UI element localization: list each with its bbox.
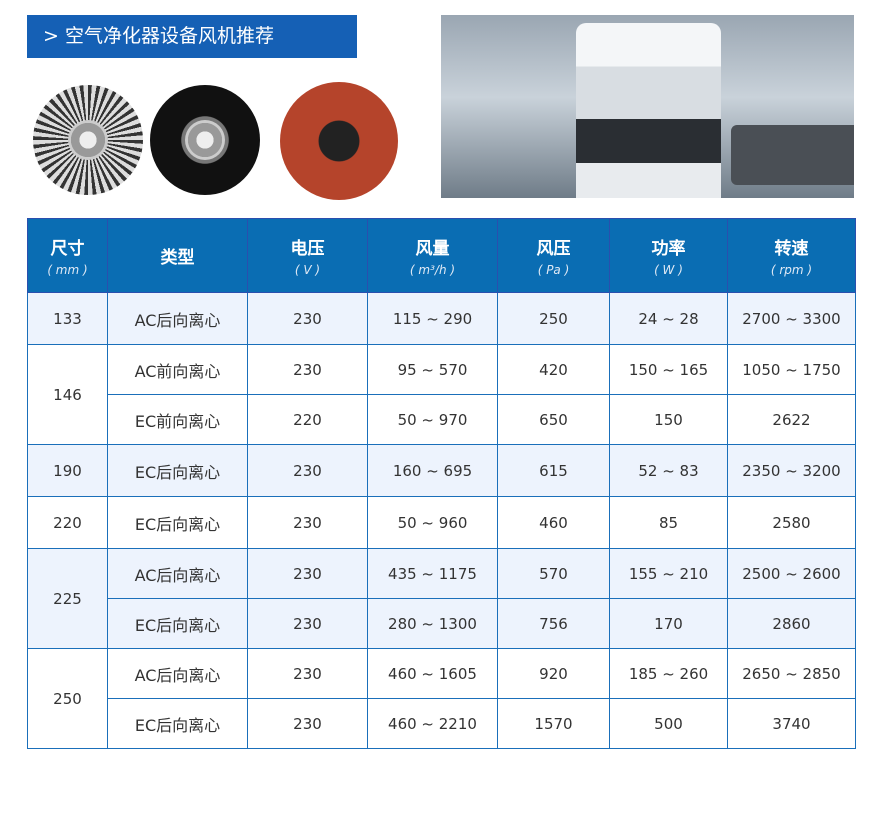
table-cell: 230	[247, 648, 368, 699]
table-row: 250 AC后向离心 230 460 ~ 1605 920 185 ~ 260 2650 ~…	[27, 648, 856, 749]
table-cell: 160 ~ 695	[367, 444, 498, 497]
table-cell: EC后向离心	[107, 598, 248, 649]
table-cell: 435 ~ 1175	[367, 548, 498, 599]
table-row: 190 EC后向离心 230 160 ~ 695 615 52 ~ 83 2350 ~ 32…	[27, 444, 856, 497]
table-row: EC前向离心 220 50 ~ 970 650 150 2622	[28, 394, 856, 445]
table-cell: 150	[609, 394, 728, 445]
table-cell: 230	[247, 548, 368, 599]
table-cell: 230	[247, 292, 368, 345]
backward-centrifugal-fan-image	[150, 85, 260, 195]
table-cell: 500	[609, 698, 728, 749]
table-cell: 2700 ~ 3300	[727, 292, 856, 345]
table-cell: 230	[247, 444, 368, 497]
table-cell: 570	[497, 548, 610, 599]
table-cell: EC后向离心	[107, 698, 248, 749]
table-row: 220 EC后向离心 230 50 ~ 960 460 85 2580	[27, 496, 856, 549]
section-title-banner: > 空气净化器设备风机推荐	[27, 15, 357, 58]
table-cell: EC后向离心	[107, 496, 248, 549]
table-cell: 420	[497, 344, 610, 395]
table-cell: 155 ~ 210	[609, 548, 728, 599]
table-cell: 615	[497, 444, 610, 497]
table-cell: 230	[247, 598, 368, 649]
table-cell: 2500 ~ 2600	[727, 548, 856, 599]
header-label: 风量	[415, 239, 450, 259]
table-cell: 2580	[727, 496, 856, 549]
table-row: EC后向离心 230 460 ~ 2210 1570 500 3740	[28, 698, 856, 749]
table-cell: 2622	[727, 394, 856, 445]
header-unit: ( W )	[654, 263, 683, 277]
column-header: 功率 ( W )	[609, 218, 728, 293]
table-cell: 52 ~ 83	[609, 444, 728, 497]
table-cell: 170	[609, 598, 728, 649]
table-cell: 460 ~ 1605	[367, 648, 498, 699]
header-unit: ( m³/h )	[409, 263, 456, 277]
header-unit: ( rpm )	[770, 263, 813, 277]
column-header: 风压 ( Pa )	[497, 218, 610, 293]
header-label: 功率	[651, 239, 686, 259]
header-unit: ( Pa )	[537, 263, 570, 277]
column-header: 尺寸 ( mm )	[27, 218, 108, 293]
table-cell: 2860	[727, 598, 856, 649]
table-cell: 85	[609, 496, 728, 549]
header-unit: ( V )	[294, 263, 321, 277]
table-cell: 24 ~ 28	[609, 292, 728, 345]
table-cell: 115 ~ 290	[367, 292, 498, 345]
table-cell: 1050 ~ 1750	[727, 344, 856, 395]
table-cell: 95 ~ 570	[367, 344, 498, 395]
table-cell: 756	[497, 598, 610, 649]
header-label: 转速	[774, 239, 809, 259]
size-cell: 250	[27, 648, 108, 749]
forward-centrifugal-fan-image	[33, 85, 143, 195]
table-row: 146 AC前向离心 230 95 ~ 570 420 150 ~ 165 1050 ~ 1…	[27, 344, 856, 445]
table-cell: AC后向离心	[107, 548, 248, 599]
header-unit: ( mm )	[47, 263, 88, 277]
table-row: 133 AC后向离心 230 115 ~ 290 250 24 ~ 28 2700 ~ 33…	[27, 292, 856, 345]
table-cell: 230	[247, 496, 368, 549]
table-cell: AC后向离心	[107, 648, 248, 699]
table-cell: 920	[497, 648, 610, 699]
table-cell: 3740	[727, 698, 856, 749]
table-cell: 50 ~ 960	[367, 496, 498, 549]
size-cell: 133	[27, 292, 108, 345]
header-label: 类型	[160, 248, 195, 268]
table-cell: 280 ~ 1300	[367, 598, 498, 649]
size-cell: 225	[27, 548, 108, 649]
column-header: 电压 ( V )	[247, 218, 368, 293]
fan-spec-table: 尺寸 ( mm ) 类型 电压 ( V ) 风量 ( m³/h ) 风压 ( Pa ) 功率 ( W…	[27, 218, 856, 749]
header-label: 尺寸	[50, 239, 85, 259]
size-cell: 190	[27, 444, 108, 497]
air-purifier-photo	[441, 15, 854, 198]
table-cell: 2350 ~ 3200	[727, 444, 856, 497]
table-cell: 220	[247, 394, 368, 445]
table-cell: 2650 ~ 2850	[727, 648, 856, 699]
table-cell: 250	[497, 292, 610, 345]
column-header: 类型	[107, 218, 248, 293]
table-cell: 460	[497, 496, 610, 549]
size-cell: 146	[27, 344, 108, 445]
header-label: 电压	[290, 239, 325, 259]
ec-centrifugal-fan-image	[280, 82, 398, 200]
table-cell: 1570	[497, 698, 610, 749]
table-cell: 50 ~ 970	[367, 394, 498, 445]
table-cell: AC前向离心	[107, 344, 248, 395]
table-row: 225 AC后向离心 230 435 ~ 1175 570 155 ~ 210 2500 ~…	[27, 548, 856, 649]
table-row: EC后向离心 230 280 ~ 1300 756 170 2860	[28, 598, 856, 649]
table-cell: 230	[247, 344, 368, 395]
header-label: 风压	[536, 239, 571, 259]
table-cell: 185 ~ 260	[609, 648, 728, 699]
table-cell: 460 ~ 2210	[367, 698, 498, 749]
table-cell: 150 ~ 165	[609, 344, 728, 395]
table-cell: EC前向离心	[107, 394, 248, 445]
table-cell: 230	[247, 698, 368, 749]
table-cell: EC后向离心	[107, 444, 248, 497]
size-cell: 220	[27, 496, 108, 549]
column-header: 风量 ( m³/h )	[367, 218, 498, 293]
table-cell: 650	[497, 394, 610, 445]
column-header: 转速 ( rpm )	[727, 218, 856, 293]
table-cell: AC后向离心	[107, 292, 248, 345]
